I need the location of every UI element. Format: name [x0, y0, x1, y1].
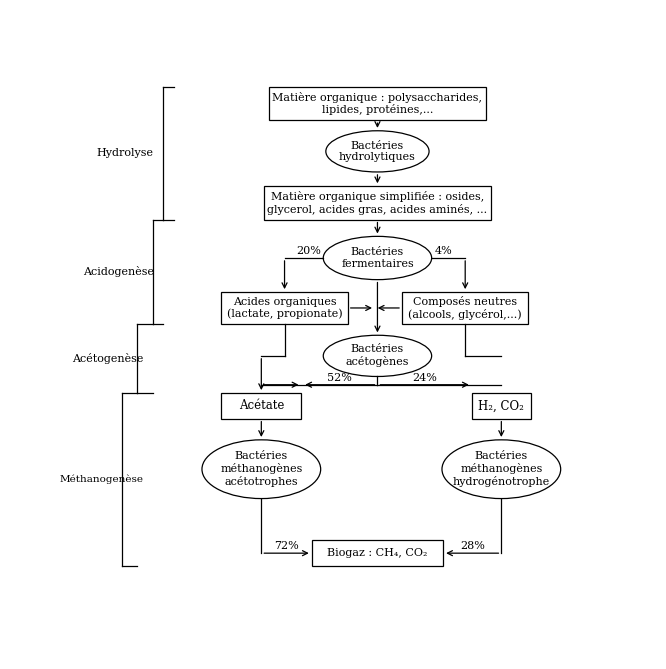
Text: Méthanogenèse: Méthanogenèse [59, 475, 143, 484]
FancyBboxPatch shape [221, 393, 301, 419]
FancyBboxPatch shape [472, 393, 531, 419]
Ellipse shape [323, 236, 432, 280]
Text: 24%: 24% [412, 373, 437, 383]
Text: Bactéries
acétogènes: Bactéries acétogènes [346, 345, 409, 367]
Text: Bactéries
méthanogènes
hydrogénotrophe: Bactéries méthanogènes hydrogénotrophe [453, 452, 550, 487]
Text: 52%: 52% [327, 373, 352, 383]
Ellipse shape [202, 440, 321, 498]
Text: Matière organique simplifiée : osides,
glycerol, acides gras, acides aminés, ...: Matière organique simplifiée : osides, g… [267, 191, 488, 215]
Text: Acidogenèse: Acidogenèse [83, 266, 154, 277]
Text: Bactéries
hydrolytiques: Bactéries hydrolytiques [339, 140, 416, 162]
Text: H₂, CO₂: H₂, CO₂ [478, 399, 524, 412]
Text: Bactéries
méthanogènes
acétotrophes: Bactéries méthanogènes acétotrophes [220, 452, 302, 487]
Text: Acides organiques
(lactate, propionate): Acides organiques (lactate, propionate) [226, 297, 342, 319]
Text: Acétate: Acétate [238, 399, 284, 412]
Text: Biogaz : CH₄, CO₂: Biogaz : CH₄, CO₂ [327, 548, 428, 558]
Text: 72%: 72% [274, 541, 299, 551]
Text: Bactéries
fermentaires: Bactéries fermentaires [341, 248, 414, 269]
FancyBboxPatch shape [269, 87, 486, 120]
Text: Composés neutres
(alcools, glycérol,...): Composés neutres (alcools, glycérol,...) [408, 296, 522, 320]
Text: Matière organique : polysaccharides,
lipides, protéines,...: Matière organique : polysaccharides, lip… [272, 92, 482, 115]
Text: Acétogenèse: Acétogenèse [72, 353, 143, 364]
FancyBboxPatch shape [312, 541, 444, 566]
FancyBboxPatch shape [402, 292, 528, 324]
Text: 28%: 28% [460, 541, 485, 551]
Text: 20%: 20% [296, 246, 322, 256]
FancyBboxPatch shape [221, 292, 348, 324]
Ellipse shape [442, 440, 561, 498]
FancyBboxPatch shape [264, 186, 491, 219]
Text: 4%: 4% [434, 246, 452, 256]
Ellipse shape [323, 335, 432, 377]
Text: Hydrolyse: Hydrolyse [96, 148, 153, 158]
Ellipse shape [326, 130, 429, 172]
